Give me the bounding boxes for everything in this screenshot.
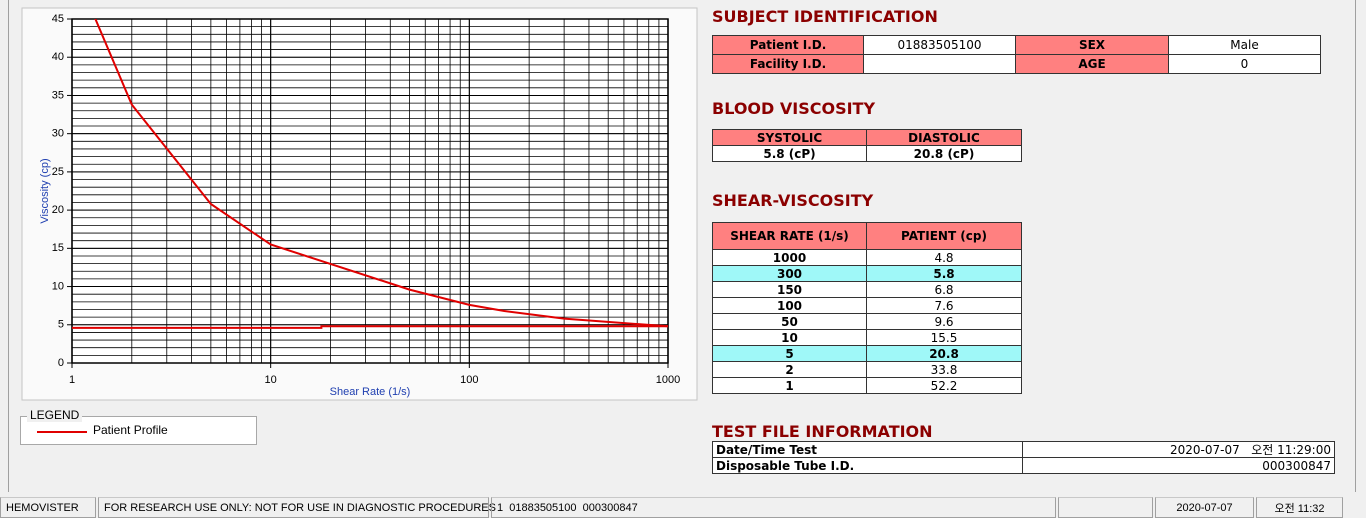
x-tick-label: 10 <box>265 374 277 386</box>
x-tick-label: 1 <box>69 374 75 386</box>
x-axis-label: Shear Rate (1/s) <box>330 386 411 398</box>
field-label: Facility I.D. <box>712 54 864 74</box>
viscosity-cell: 52.2 <box>866 377 1022 394</box>
y-tick-label: 30 <box>52 128 64 140</box>
shear-rate-cell: 5 <box>712 345 867 362</box>
viscosity-cell: 33.8 <box>866 361 1022 378</box>
y-tick-label: 40 <box>52 51 64 63</box>
viscosity-cell: 6.8 <box>866 281 1022 298</box>
data-line <box>94 19 668 328</box>
shear-rate-cell: 150 <box>712 281 867 298</box>
shear-rate-cell: 1000 <box>712 249 867 266</box>
viscosity-cell: 20.8 <box>866 345 1022 362</box>
status-cell: 1 01883505100 000300847 <box>491 497 1056 518</box>
x-tick-label: 1000 <box>656 374 680 386</box>
value-cell: 20.8 (cP) <box>866 145 1022 162</box>
field-label: AGE <box>1015 54 1169 74</box>
field-value: 0 <box>1168 54 1321 74</box>
section-title: BLOOD VISCOSITY <box>712 99 876 118</box>
column-header: SHEAR RATE (1/s) <box>712 222 867 250</box>
section-title: SUBJECT IDENTIFICATION <box>712 7 938 26</box>
x-tick-label: 100 <box>460 374 478 386</box>
y-tick-label: 35 <box>52 89 64 101</box>
y-tick-label: 10 <box>52 280 64 292</box>
status-cell: HEMOVISTER <box>0 497 96 518</box>
y-tick-label: 45 <box>52 13 64 25</box>
field-label: SEX <box>1015 35 1169 55</box>
legend-swatch <box>37 431 87 433</box>
shear-rate-cell: 10 <box>712 329 867 346</box>
field-value: 2020-07-07 오전 11:29:00 <box>1022 441 1335 458</box>
legend-title: LEGEND <box>27 408 83 422</box>
viscosity-cell: 15.5 <box>866 329 1022 346</box>
plot-area <box>72 19 668 363</box>
field-label: Date/Time Test <box>712 441 1023 458</box>
frame-line <box>1355 0 1356 492</box>
shear-rate-cell: 2 <box>712 361 867 378</box>
shear-rate-cell: 100 <box>712 297 867 314</box>
shear-rate-cell: 300 <box>712 265 867 282</box>
y-axis-label: Viscosity (cp) <box>39 158 51 223</box>
field-value: 000300847 <box>1022 457 1335 474</box>
y-tick-label: 0 <box>58 357 64 369</box>
value-cell: 5.8 (cP) <box>712 145 867 162</box>
viscosity-cell: 9.6 <box>866 313 1022 330</box>
section-title: SHEAR-VISCOSITY <box>712 191 874 210</box>
y-tick-label: 25 <box>52 166 64 178</box>
shear-rate-cell: 50 <box>712 313 867 330</box>
y-tick-label: 20 <box>52 204 64 216</box>
column-header: DIASTOLIC <box>866 129 1022 146</box>
field-value: 01883505100 <box>863 35 1016 55</box>
status-cell: FOR RESEARCH USE ONLY: NOT FOR USE IN DI… <box>98 497 496 518</box>
y-tick-label: 5 <box>58 319 64 331</box>
data-line <box>72 325 668 329</box>
column-header: PATIENT (cp) <box>866 222 1022 250</box>
field-label: Disposable Tube I.D. <box>712 457 1023 474</box>
y-tick-label: 15 <box>52 242 64 254</box>
chart: Shear Rate (1/s) Viscosity (cp) 0 5 10 15 20… <box>21 7 698 401</box>
column-header: SYSTOLIC <box>712 129 867 146</box>
viscosity-cell: 5.8 <box>866 265 1022 282</box>
legend-label: Patient Profile <box>93 423 168 437</box>
viscosity-cell: 4.8 <box>866 249 1022 266</box>
frame-line <box>8 0 9 492</box>
plot-border <box>71 18 669 364</box>
status-cell: 오전 11:32 <box>1256 497 1343 518</box>
section-title: TEST FILE INFORMATION <box>712 422 933 441</box>
status-cell: 2020-07-07 <box>1155 497 1254 518</box>
field-label: Patient I.D. <box>712 35 864 55</box>
field-value: Male <box>1168 35 1321 55</box>
shear-rate-cell: 1 <box>712 377 867 394</box>
status-cell <box>1058 497 1153 518</box>
field-value <box>863 54 1016 74</box>
viscosity-cell: 7.6 <box>866 297 1022 314</box>
